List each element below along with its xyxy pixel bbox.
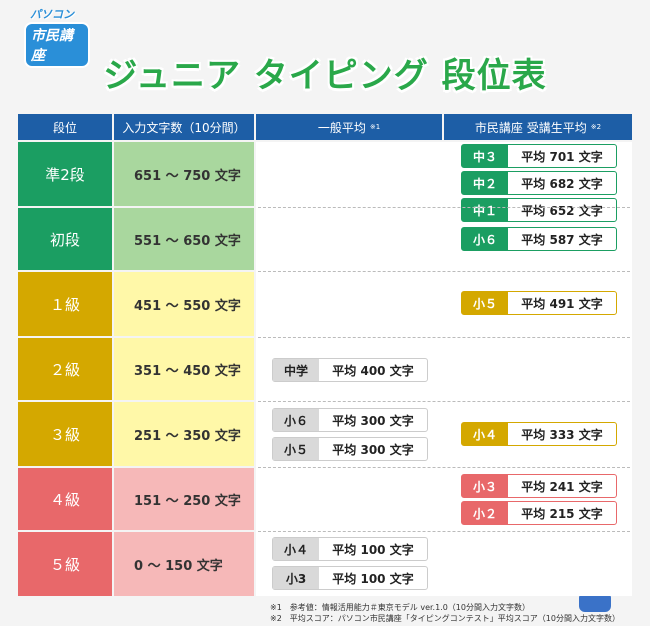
header-cell: 入力文字数（10分間） <box>114 114 254 140</box>
badge-label: 中３ <box>462 145 508 167</box>
badge-label: 中１ <box>462 199 508 221</box>
badge-label: 小６ <box>273 409 319 431</box>
badge-text: 平均 300 文字 <box>332 413 414 428</box>
header-cell: 一般平均 ※1 <box>256 114 442 140</box>
badge-label: 小６ <box>462 228 508 250</box>
badge-text: 平均 652 文字 <box>521 203 603 218</box>
row-separator <box>258 271 630 272</box>
students-badge: 中３ 平均 701 文字 <box>461 144 617 168</box>
rank-cell: ４級 <box>18 468 112 530</box>
logo: パソコン 市民講座 <box>18 6 90 68</box>
students-badge: 小２ 平均 215 文字 <box>461 501 617 525</box>
title: ジュニア タイピング 段位表 <box>103 56 547 96</box>
header-text: 入力文字数（10分間） <box>122 120 246 135</box>
general-badge: 小５ 平均 300 文字 <box>272 437 428 461</box>
badge-text: 平均 215 文字 <box>521 506 603 521</box>
students-badge: 小５ 平均 491 文字 <box>461 291 617 315</box>
range-cell: 251 ～ 350 文字 <box>114 402 254 466</box>
badge-label: 小５ <box>462 292 508 314</box>
badge-label: 小４ <box>462 423 508 445</box>
header-cell: 段位 <box>18 114 112 140</box>
header-text: 段位 <box>52 120 77 135</box>
rank-cell: ３級 <box>18 402 112 466</box>
badge-text: 平均 701 文字 <box>521 149 603 164</box>
badge-text: 平均 333 文字 <box>521 427 603 442</box>
header-text: 市民講座 受講生平均 <box>474 120 587 135</box>
badge-label: 小２ <box>462 502 508 524</box>
range-cell: 551 ～ 650 文字 <box>114 208 254 270</box>
footnote: ※2 平均スコア：パソコン市民講座「タイピングコンテスト」平均スコア（10分間入… <box>270 614 620 623</box>
range-cell: 651 ～ 750 文字 <box>114 142 254 206</box>
badge-label: 小４ <box>273 538 319 560</box>
students-badge: 小６ 平均 587 文字 <box>461 227 617 251</box>
badge-text: 平均 587 文字 <box>521 232 603 247</box>
row-separator <box>258 207 630 208</box>
badge-label: 小3 <box>273 567 319 589</box>
rank-cell: 準2段 <box>18 142 112 206</box>
header-cell: 市民講座 受講生平均 ※2 <box>444 114 632 140</box>
row-separator <box>258 337 630 338</box>
badge-label: 小３ <box>462 475 508 497</box>
range-cell: 151 ～ 250 文字 <box>114 468 254 530</box>
row-separator <box>258 531 630 532</box>
badge-text: 平均 100 文字 <box>332 542 414 557</box>
badge-text: 平均 100 文字 <box>332 571 414 586</box>
badge-text: 平均 491 文字 <box>521 296 603 311</box>
badge-text: 平均 300 文字 <box>332 442 414 457</box>
students-badge: 中１ 平均 652 文字 <box>461 198 617 222</box>
general-badge: 中学 平均 400 文字 <box>272 358 428 382</box>
rank-cell: ２級 <box>18 338 112 400</box>
logo-line2: 市民講座 <box>24 22 90 68</box>
rank-cell: １級 <box>18 272 112 336</box>
logo-line1: パソコン <box>30 8 74 21</box>
badge-label: 中学 <box>273 359 319 381</box>
header-note: ※2 <box>590 123 602 131</box>
students-badge: 中２ 平均 682 文字 <box>461 171 617 195</box>
header-text: 一般平均 <box>317 120 366 135</box>
general-badge: 小４ 平均 100 文字 <box>272 537 428 561</box>
students-badge: 小３ 平均 241 文字 <box>461 474 617 498</box>
badge-text: 平均 682 文字 <box>521 176 603 191</box>
badge-label: 小５ <box>273 438 319 460</box>
header-note: ※1 <box>369 123 381 131</box>
badge-label: 中２ <box>462 172 508 194</box>
general-badge: 小3 平均 100 文字 <box>272 566 428 590</box>
rank-cell: 初段 <box>18 208 112 270</box>
general-badge: 小６ 平均 300 文字 <box>272 408 428 432</box>
badge-text: 平均 241 文字 <box>521 479 603 494</box>
range-cell: 451 ～ 550 文字 <box>114 272 254 336</box>
range-cell: 0 ～ 150 文字 <box>114 532 254 596</box>
students-badge: 小４ 平均 333 文字 <box>461 422 617 446</box>
rank-cell: ５級 <box>18 532 112 596</box>
badge-text: 平均 400 文字 <box>332 363 414 378</box>
range-cell: 351 ～ 450 文字 <box>114 338 254 400</box>
footnote: ※1 参考値：情報活用能力＃東京モデル ver.1.0（10分間入力文字数） <box>270 603 530 612</box>
row-separator <box>258 467 630 468</box>
row-separator <box>258 401 630 402</box>
